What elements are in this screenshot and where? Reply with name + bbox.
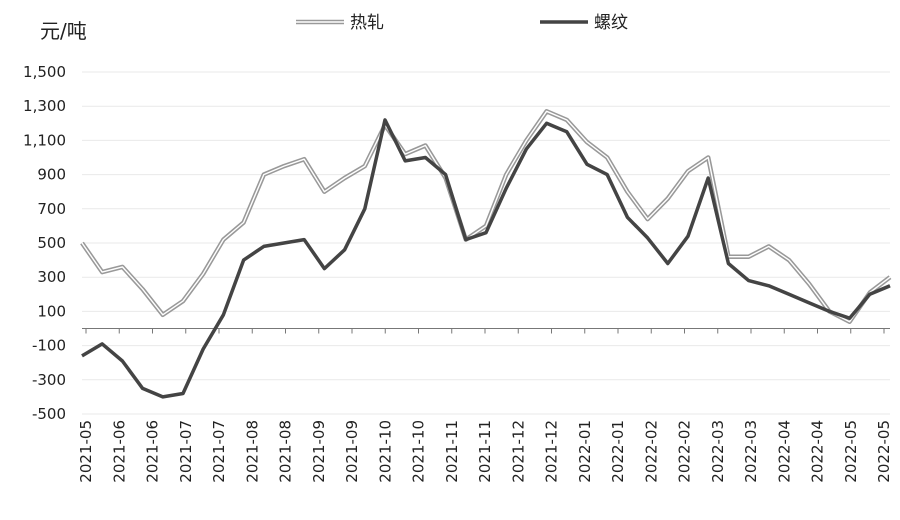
x-tick-label: 2021-11: [443, 420, 461, 483]
series-line-hot-rolled-inner: [81, 110, 891, 323]
x-tick-label: 2022-03: [709, 420, 727, 483]
x-tick-label: 2021-10: [410, 420, 428, 483]
y-tick-label: 1,300: [23, 97, 66, 115]
y-tick-label: -300: [32, 371, 66, 389]
x-tick-label: 2022-05: [842, 420, 860, 483]
x-tick-label: 2021-06: [110, 420, 128, 483]
x-tick-label: 2021-07: [210, 420, 228, 483]
x-tick-label: 2022-02: [642, 420, 660, 483]
x-tick-label: 2021-12: [509, 420, 527, 483]
legend-label: 热轧: [350, 13, 384, 33]
x-tick-label: 2021-12: [543, 420, 561, 483]
y-tick-label: 900: [37, 166, 66, 184]
legend-label: 螺纹: [594, 13, 628, 33]
x-tick-label: 2022-05: [875, 420, 893, 483]
y-tick-label: 500: [37, 234, 66, 252]
y-unit-label: 元/吨: [40, 19, 87, 43]
y-tick-label: -100: [32, 337, 66, 355]
gridlines: [82, 71, 890, 415]
x-tick-label: 2021-06: [144, 420, 162, 483]
y-tick-label: -500: [32, 405, 66, 423]
y-tick-label: 1,100: [23, 131, 66, 149]
x-tick-label: 2021-07: [177, 420, 195, 483]
series-line-rebar: [81, 118, 891, 399]
x-tick-label: 2021-10: [376, 420, 394, 483]
x-tick-label: 2022-02: [676, 420, 694, 483]
legend: 热轧 螺纹: [296, 13, 628, 33]
y-tick-label: 100: [37, 302, 66, 320]
y-tick-label: 300: [37, 268, 66, 286]
y-tick-label: 1,500: [23, 63, 66, 81]
x-tick-label: 2022-04: [809, 420, 827, 483]
y-axis-ticks: 1,500 1,300 1,100 900 700 500 300 100 -100 -300 -5…: [23, 63, 66, 423]
series-line-hot-rolled: [80, 109, 892, 324]
x-tick-label: 2022-01: [576, 420, 594, 483]
x-tick-label: 2022-04: [775, 420, 793, 483]
x-tick-label: 2022-03: [742, 420, 760, 483]
x-tick-label: 2021-05: [77, 420, 95, 483]
x-axis-ticks: 2021-05 2021-06 2021-06 2021-07 2021-07 2021-…: [77, 328, 893, 483]
x-tick-label: 2022-01: [609, 420, 627, 483]
series-layer: [80, 109, 892, 399]
x-tick-label: 2021-11: [476, 420, 494, 483]
x-tick-label: 2021-09: [310, 420, 328, 483]
x-tick-label: 2021-08: [243, 420, 261, 483]
x-tick-label: 2021-08: [277, 420, 295, 483]
x-tick-label: 2021-09: [343, 420, 361, 483]
y-tick-label: 700: [37, 200, 66, 218]
